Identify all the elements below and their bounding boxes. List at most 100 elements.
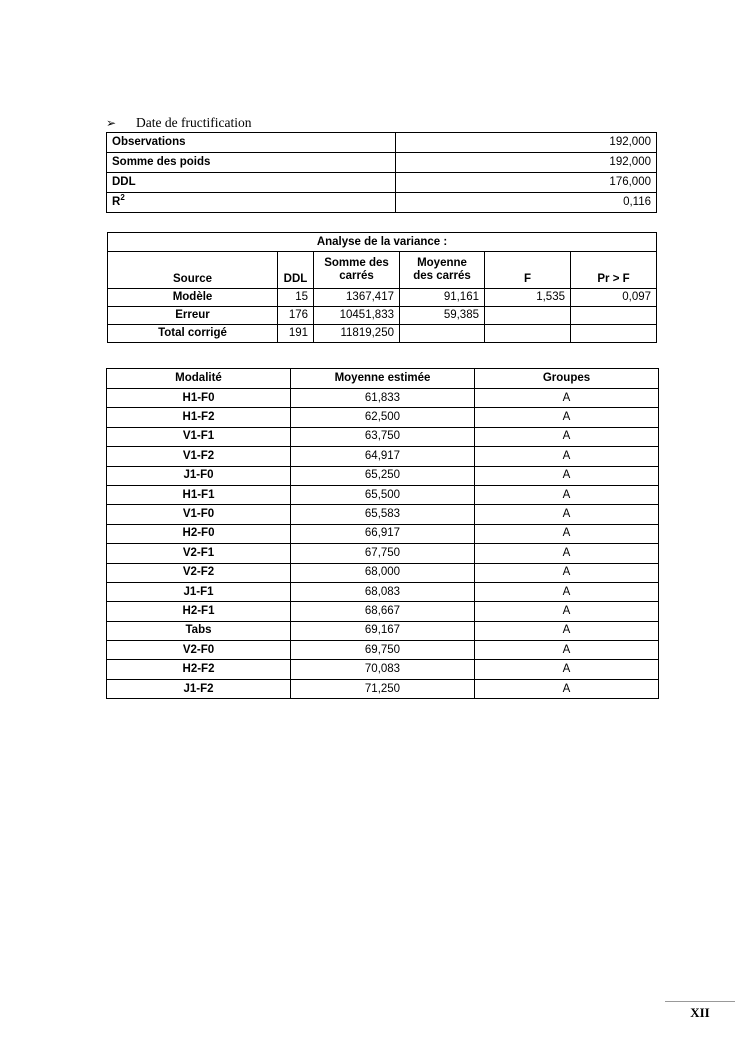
anova-f-modele: 1,535 xyxy=(484,288,571,307)
anova-header-somme-line2: carrés xyxy=(339,270,374,282)
summary-value-r-squared: 0,116 xyxy=(395,192,657,213)
means-modalite: H2-F0 xyxy=(106,523,291,545)
table-row: Observations 192,000 xyxy=(106,132,657,153)
summary-label-ddl: DDL xyxy=(106,172,396,193)
means-moyenne-estimee: 71,250 xyxy=(290,678,475,700)
means-moyenne-estimee: 63,750 xyxy=(290,426,475,448)
anova-somme-total-corrige: 11819,250 xyxy=(313,324,400,343)
anova-pr-total-corrige xyxy=(569,324,658,343)
means-moyenne-estimee: 61,833 xyxy=(290,387,475,409)
table-header-row: Modalité Moyenne estimée Groupes xyxy=(106,368,659,389)
anova-header-ddl: DDL xyxy=(277,251,314,289)
table-row: V1-F0 65,583 A xyxy=(106,504,659,525)
means-groupe: A xyxy=(474,523,659,545)
anova-header-somme-line1: Somme des xyxy=(324,257,389,269)
means-groupe: A xyxy=(474,407,659,428)
anova-moyenne-modele: 91,161 xyxy=(399,288,485,307)
means-modalite: H2-F1 xyxy=(106,601,291,622)
means-moyenne-estimee: 62,500 xyxy=(290,407,475,428)
table-row: H1-F1 65,500 A xyxy=(106,484,659,506)
means-groupe: A xyxy=(474,484,659,506)
table-row: Total corrigé 191 11819,250 xyxy=(107,324,658,343)
means-moyenne-estimee: 68,083 xyxy=(290,581,475,603)
anova-pr-modele: 0,097 xyxy=(569,288,658,307)
means-modalite: H1-F0 xyxy=(106,387,291,409)
means-groupe: A xyxy=(474,620,659,642)
table-title-row: Analyse de la variance : xyxy=(106,232,658,252)
means-moyenne-estimee: 69,167 xyxy=(290,620,475,642)
means-groupe: A xyxy=(474,562,659,583)
means-modalite: H2-F2 xyxy=(106,659,291,680)
anova-source-erreur: Erreur xyxy=(107,306,278,325)
table-header-row: Source DDL Somme des carrés Moyenne des … xyxy=(107,251,658,289)
table-row: Modèle 15 1367,417 91,161 1,535 0,097 xyxy=(107,288,658,307)
summary-label-somme-des-poids: Somme des poids xyxy=(106,152,396,173)
means-groupe: A xyxy=(474,601,659,622)
means-modalite: J1-F1 xyxy=(106,581,291,603)
means-moyenne-estimee: 67,750 xyxy=(290,543,475,564)
means-groupe: A xyxy=(474,678,659,700)
arrow-bullet-icon: ➢ xyxy=(106,116,117,130)
table-row: J1-F2 71,250 A xyxy=(106,678,659,700)
means-moyenne-estimee: 65,500 xyxy=(290,484,475,506)
table-row: R2 0,116 xyxy=(106,192,657,213)
means-moyenne-estimee: 69,750 xyxy=(290,640,475,661)
anova-header-pr-gt-f: Pr > F xyxy=(569,251,658,289)
anova-f-erreur xyxy=(484,306,571,325)
means-modalite: V1-F1 xyxy=(106,426,291,448)
means-modalite: V1-F2 xyxy=(106,446,291,467)
summary-label-observations: Observations xyxy=(106,132,396,153)
table-row: H2-F0 66,917 A xyxy=(106,523,659,545)
means-groupe: A xyxy=(474,543,659,564)
means-groupe: A xyxy=(474,659,659,680)
table-row: V2-F2 68,000 A xyxy=(106,562,659,583)
table-row: DDL 176,000 xyxy=(106,172,657,193)
means-modalite: J1-F2 xyxy=(106,678,291,700)
table-row: Tabs 69,167 A xyxy=(106,620,659,642)
means-groupe: A xyxy=(474,640,659,661)
page-number: XII xyxy=(690,1005,710,1020)
means-moyenne-estimee: 65,250 xyxy=(290,465,475,486)
anova-ddl-erreur: 176 xyxy=(277,306,314,325)
means-groupe: A xyxy=(474,504,659,525)
anova-title: Analyse de la variance : xyxy=(106,232,658,252)
table-row: V1-F1 63,750 A xyxy=(106,426,659,448)
table-row: H2-F2 70,083 A xyxy=(106,659,659,680)
means-modalite: Tabs xyxy=(106,620,291,642)
table-row: Somme des poids 192,000 xyxy=(106,152,657,173)
table-row: J1-F1 68,083 A xyxy=(106,581,659,603)
table-row: H2-F1 68,667 A xyxy=(106,601,659,622)
anova-header-moyenne-line1: Moyenne xyxy=(417,257,467,269)
table-row: V1-F2 64,917 A xyxy=(106,446,659,467)
means-modalite: V1-F0 xyxy=(106,504,291,525)
means-groupe: A xyxy=(474,446,659,467)
anova-header-f: F xyxy=(484,251,571,289)
summary-statistics-table: Observations 192,000 Somme des poids 192… xyxy=(106,132,657,213)
means-header-groupes: Groupes xyxy=(474,368,659,389)
table-row: J1-F0 65,250 A xyxy=(106,465,659,486)
means-groupe: A xyxy=(474,581,659,603)
summary-value-observations: 192,000 xyxy=(395,132,657,153)
anova-ddl-modele: 15 xyxy=(277,288,314,307)
anova-header-source: Source xyxy=(107,251,278,289)
means-moyenne-estimee: 68,667 xyxy=(290,601,475,622)
anova-pr-erreur xyxy=(569,306,658,325)
means-moyenne-estimee: 65,583 xyxy=(290,504,475,525)
summary-label-r-squared: R2 xyxy=(106,192,396,213)
anova-header-moyenne-des-carres: Moyenne des carrés xyxy=(399,251,485,289)
means-moyenne-estimee: 70,083 xyxy=(290,659,475,680)
means-groupe: A xyxy=(474,387,659,409)
anova-f-total-corrige xyxy=(484,324,571,343)
table-row: Erreur 176 10451,833 59,385 xyxy=(107,306,658,325)
table-row: V2-F0 69,750 A xyxy=(106,640,659,661)
means-header-modalite: Modalité xyxy=(106,368,291,389)
anova-somme-erreur: 10451,833 xyxy=(313,306,400,325)
table-row: V2-F1 67,750 A xyxy=(106,543,659,564)
means-modalite: H1-F2 xyxy=(106,407,291,428)
anova-table: Analyse de la variance : Source DDL Somm… xyxy=(106,232,658,343)
estimated-means-table: Modalité Moyenne estimée Groupes H1-F0 61… xyxy=(106,368,659,700)
anova-source-total-corrige: Total corrigé xyxy=(107,324,278,343)
anova-source-modele: Modèle xyxy=(107,288,278,307)
means-modalite: V2-F1 xyxy=(106,543,291,564)
